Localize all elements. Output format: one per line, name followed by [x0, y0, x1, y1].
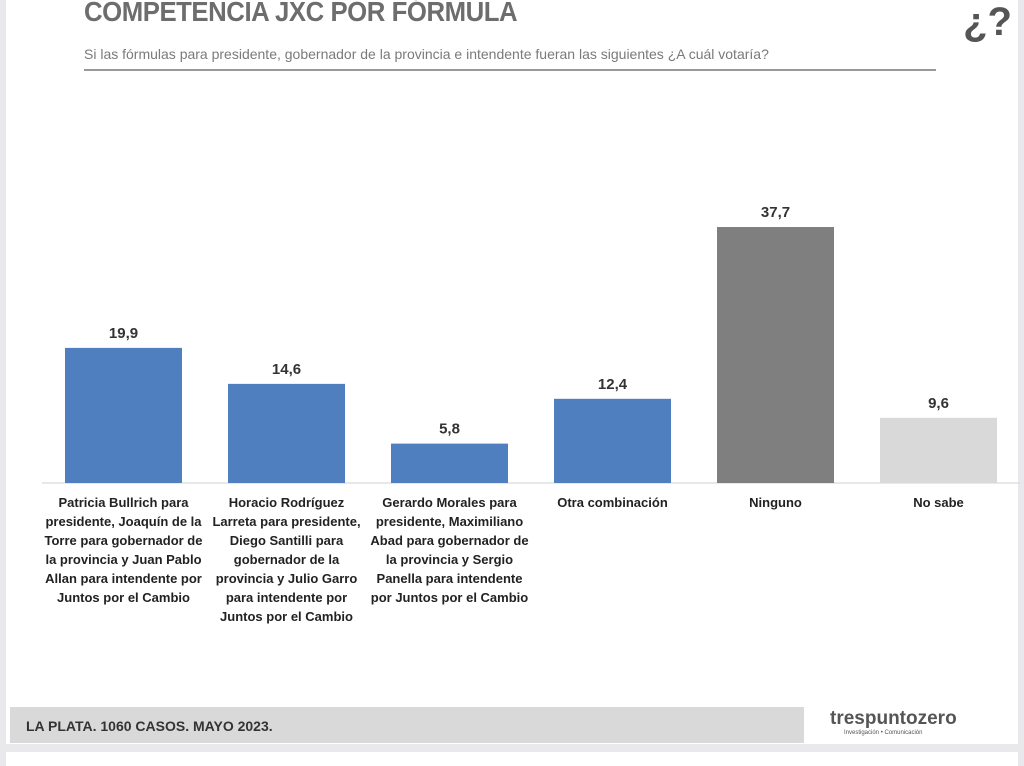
bar: [228, 383, 345, 483]
data-label: 19,9: [109, 325, 138, 342]
category-label: Ninguno: [749, 495, 802, 510]
bar: [880, 417, 997, 483]
category-label: Otra combinación: [557, 495, 668, 510]
divider: [84, 69, 936, 71]
data-label: 9,6: [928, 395, 949, 412]
category-label: Gerardo Morales para presidente, Maximil…: [370, 495, 529, 605]
next-slide-edge: [6, 752, 1018, 766]
subtitle: Si las fórmulas para presidente, goberna…: [84, 46, 769, 62]
logo-tagline: Investigación • Comunicación: [844, 730, 923, 736]
category-label: No sabe: [913, 495, 964, 510]
data-label: 14,6: [272, 361, 301, 378]
footer-text: LA PLATA. 1060 CASOS. MAYO 2023.: [26, 718, 273, 734]
category-label: Horacio Rodríguez Larreta para president…: [212, 495, 361, 624]
logo-text: trespuntozero: [830, 708, 957, 729]
page-title: COMPETENCIA JXC POR FÓRMULA: [84, 0, 518, 27]
bar: [554, 398, 671, 483]
data-label: 12,4: [598, 376, 628, 393]
data-label: 37,7: [761, 204, 790, 221]
logo-mark-icon: ¿?: [963, 0, 1012, 44]
footer-bar: LA PLATA. 1060 CASOS. MAYO 2023.: [10, 707, 804, 743]
brand-logo: trespuntozero Investigación • Comunicació…: [830, 708, 957, 736]
bar: [717, 227, 834, 483]
bar: [391, 443, 508, 483]
category-label: Patricia Bullrich para presidente, Joaqu…: [44, 495, 203, 605]
bar: [65, 347, 182, 483]
data-label: 5,8: [439, 421, 460, 438]
